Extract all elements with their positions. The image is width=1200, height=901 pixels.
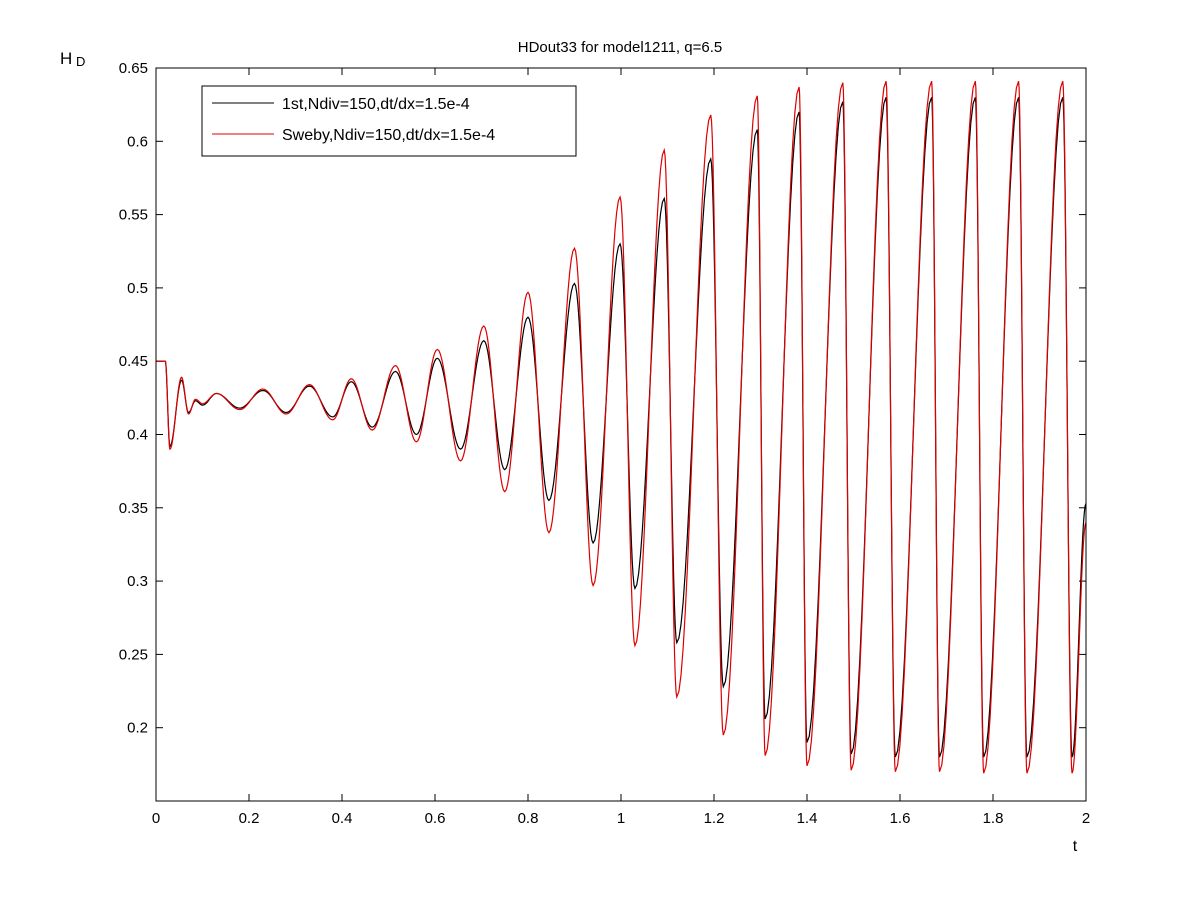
legend-label-series-2: Sweby,Ndiv=150,dt/dx=1.5e-4 [282,127,495,144]
y-tick-label: 0.35 [119,500,148,517]
y-tick-label: 0.2 [127,720,148,737]
y-tick-label: 0.55 [119,207,148,224]
y-tick-label: 0.5 [127,280,148,297]
x-tick-label: 0 [152,810,160,827]
y-tick-label: 0.6 [127,133,148,150]
y-tick-label: 0.45 [119,353,148,370]
series-layer [156,80,1087,774]
x-tick-label: 1 [617,810,625,827]
y-axis-label-main: H [60,49,72,68]
x-tick-label: 2 [1082,810,1090,827]
x-tick-label: 1.6 [890,810,911,827]
y-tick-label: 0.25 [119,646,148,663]
y-tick-label: 0.4 [127,427,148,444]
legend-label-series-1: 1st,Ndiv=150,dt/dx=1.5e-4 [282,96,470,113]
y-axis-label-subscript: D [76,54,85,69]
plot-area-frame [155,67,1087,802]
legend-box [201,85,577,157]
x-tick-label: 1.2 [704,810,725,827]
y-tick-label: 0.65 [119,60,148,77]
x-axis-ticks: 0 0.2 0.4 0.6 0.8 1 1.2 1.4 1.6 1.8 2 [152,68,1090,827]
series-line-2 [156,80,1087,774]
x-tick-label: 1.4 [797,810,818,827]
x-tick-label: 0.4 [332,810,353,827]
y-axis-label: H D [60,49,85,69]
chart-title: HDout33 for model1211, q=6.5 [518,39,722,56]
x-tick-label: 0.2 [239,810,260,827]
x-tick-label: 0.8 [518,810,539,827]
y-tick-label: 0.3 [127,573,148,590]
x-axis-label: t [1073,838,1078,855]
x-tick-label: 1.8 [983,810,1004,827]
x-tick-label: 0.6 [425,810,446,827]
legend: 1st,Ndiv=150,dt/dx=1.5e-4 Sweby,Ndiv=150… [201,85,577,157]
